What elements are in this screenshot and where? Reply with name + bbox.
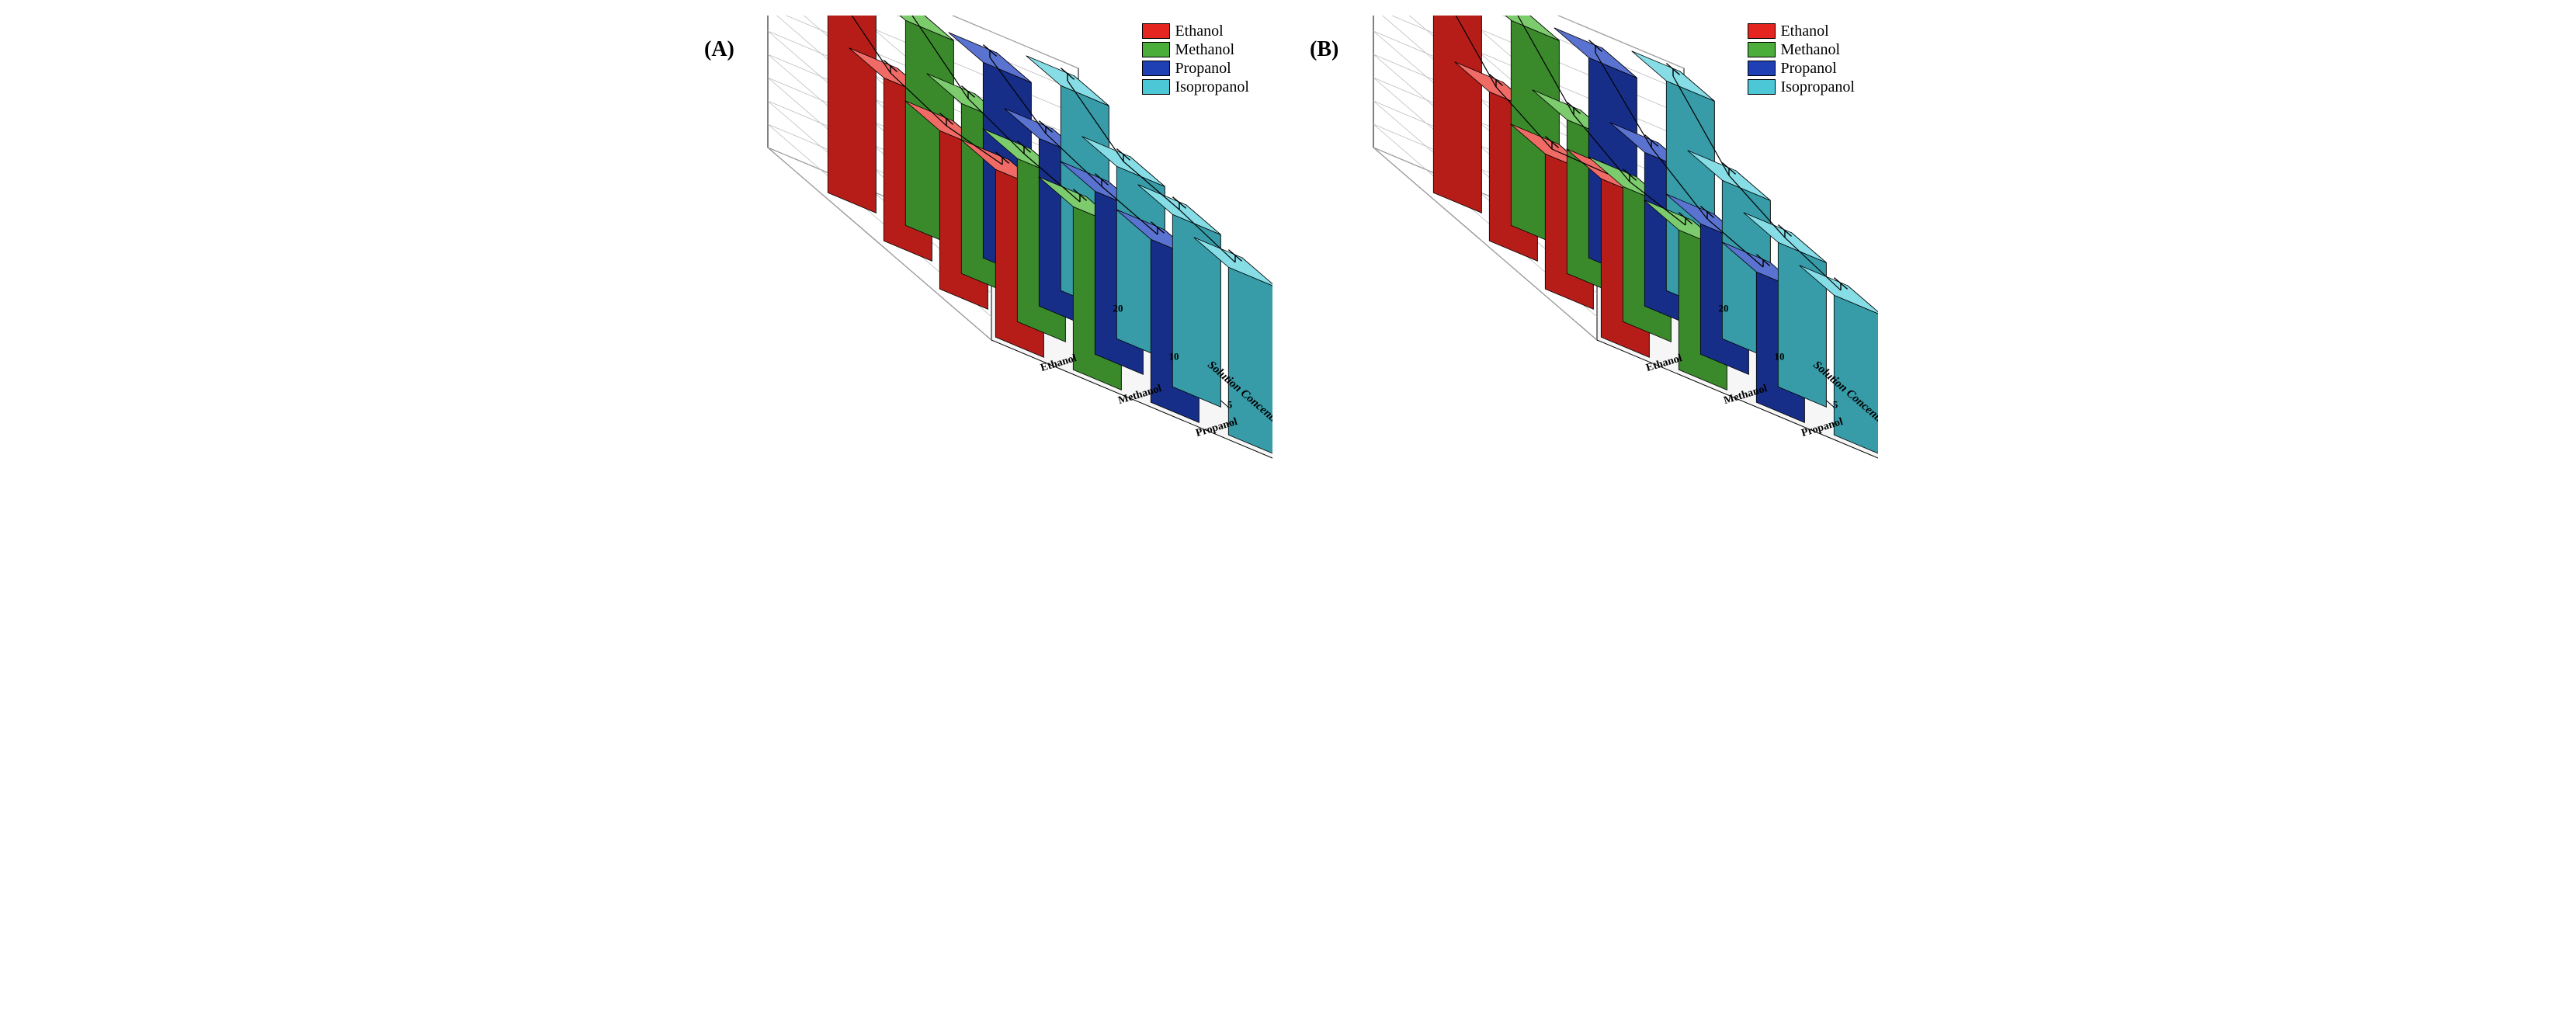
x-tick: 10 [1775, 350, 1785, 362]
panel-A: (A)EthanolMethanolPropanolIsopropanol010… [698, 16, 1272, 497]
panel-B: (B)EthanolMethanolPropanolIsopropanol010… [1304, 16, 1878, 497]
bar-face [828, 16, 876, 213]
x-tick: 20 [1113, 302, 1123, 314]
x-tick: 20 [1719, 302, 1729, 314]
bar-face [1834, 295, 1878, 455]
bar-face [1433, 16, 1481, 213]
x-tick: 5 [1833, 398, 1838, 410]
x-tick: 5 [1227, 398, 1233, 410]
bar-face [1172, 214, 1220, 407]
chart-svg: 0102030405060708090c_t/c_0 /100%201052So… [1304, 16, 1878, 497]
x-tick: 10 [1169, 350, 1179, 362]
chart-svg: 0102030405060708090c_t/c_0 /100%201052So… [698, 16, 1272, 497]
